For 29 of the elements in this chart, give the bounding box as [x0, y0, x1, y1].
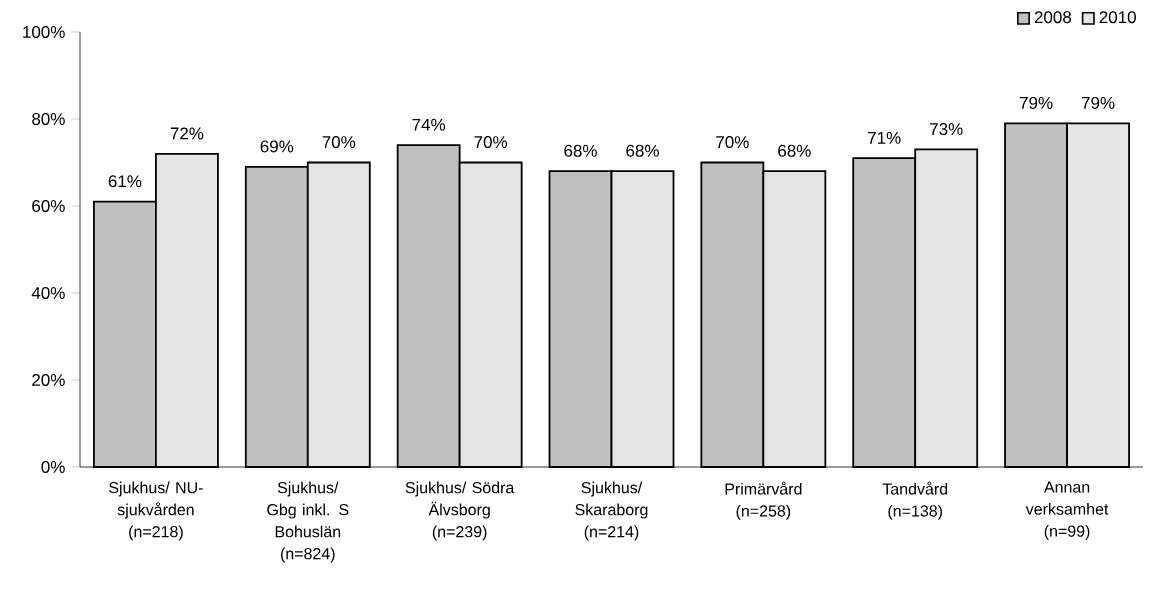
- x-tick-label: Sjukhus/ Södra Älvsborg (n=239): [405, 481, 515, 541]
- data-label: 79%: [1019, 96, 1053, 109]
- data-label: 70%: [474, 136, 508, 149]
- data-label: 68%: [564, 144, 597, 157]
- data-label: 69%: [260, 140, 294, 153]
- x-tick-label: Annan verksamhet (n=99): [1025, 481, 1109, 540]
- data-label: 72%: [170, 127, 204, 140]
- data-label: 74%: [412, 118, 446, 131]
- y-tick-label: 100%: [23, 25, 65, 39]
- x-tick-label: Sjukhus/ NU-sjukvården (n=218): [109, 481, 203, 541]
- data-label: 73%: [930, 123, 963, 136]
- legend-label: 2010: [1099, 11, 1136, 24]
- data-label: 70%: [716, 136, 749, 149]
- y-tick-label: 40%: [31, 286, 65, 300]
- legend-label: 2008: [1034, 11, 1072, 24]
- data-label: 79%: [1081, 96, 1115, 109]
- x-tick-label: Sjukhus/ Skaraborg (n=214): [575, 481, 648, 541]
- y-tick-label: 20%: [32, 373, 65, 387]
- data-label: 68%: [778, 144, 811, 157]
- data-label: 70%: [322, 136, 356, 149]
- data-label: 71%: [868, 131, 901, 144]
- x-tick-label: Primärvård (n=258): [725, 481, 802, 520]
- x-tick-label: Tandvård (n=138): [882, 481, 948, 520]
- data-label: 61%: [108, 175, 142, 188]
- x-tick-label: Sjukhus/ Gbg inkl. S Bohuslän (n=824): [267, 481, 349, 563]
- data-label: 68%: [626, 144, 659, 157]
- y-tick-label: 60%: [32, 199, 65, 213]
- y-tick-label: 80%: [32, 112, 65, 126]
- y-tick-label: 0%: [41, 460, 65, 474]
